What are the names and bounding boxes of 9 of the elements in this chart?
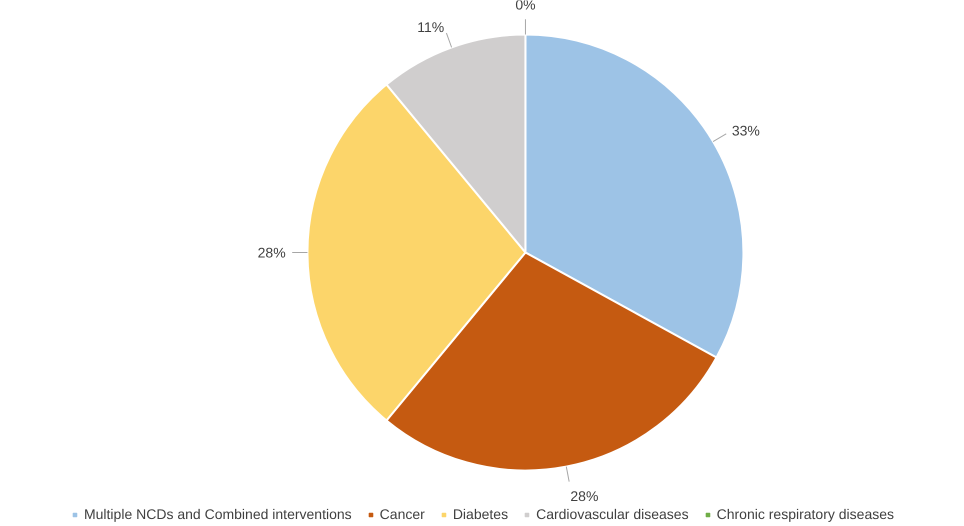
legend-label: Cardiovascular diseases: [536, 506, 689, 522]
legend-label: Diabetes: [452, 506, 508, 522]
legend-label: Cancer: [380, 506, 425, 522]
legend-label: Multiple NCDs and Combined interventions: [84, 506, 352, 522]
legend-label: Chronic respiratory diseases: [716, 506, 894, 522]
data-label: 11%: [417, 18, 444, 35]
data-label: 28%: [258, 244, 286, 260]
data-label: 28%: [570, 488, 598, 504]
data-label: 33%: [732, 122, 760, 138]
